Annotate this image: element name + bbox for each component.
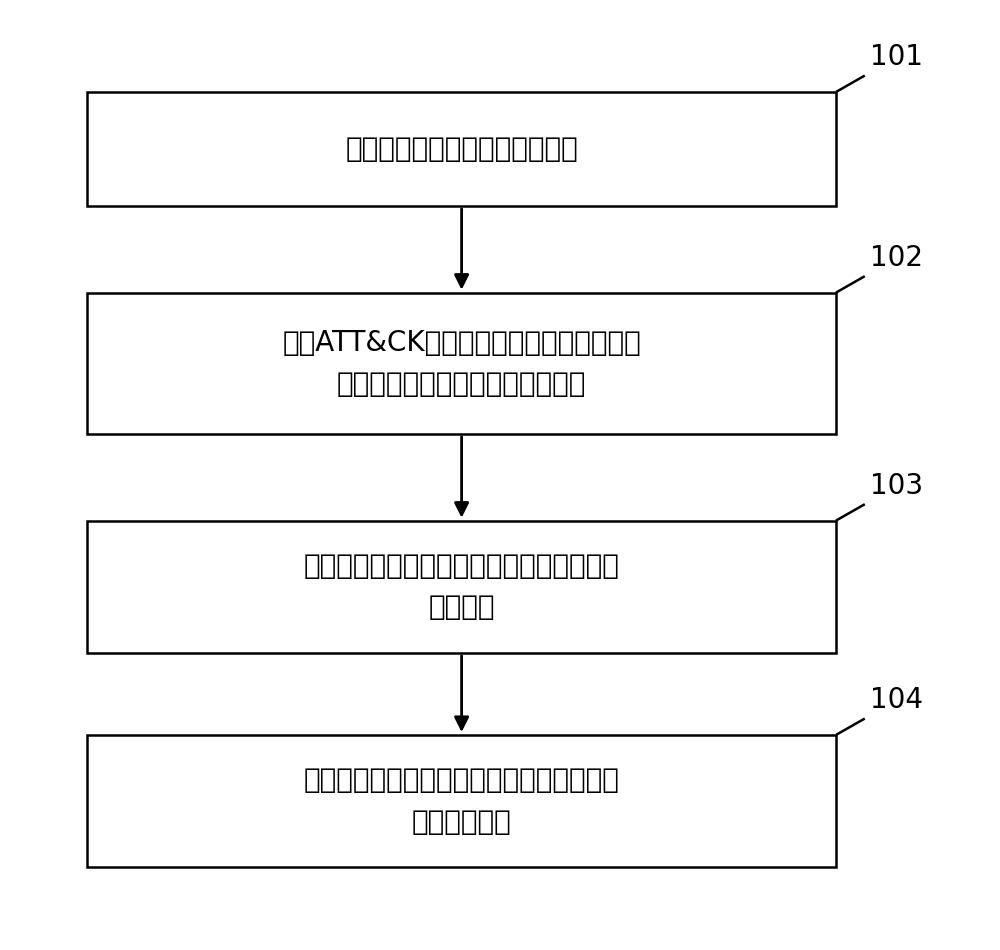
Bar xyxy=(87,92,836,206)
Text: 根据部分可观察马尔可夫决策过程模型计算
得到攻击路径: 根据部分可观察马尔可夫决策过程模型计算 得到攻击路径 xyxy=(304,767,620,836)
Bar xyxy=(87,293,836,434)
Text: 获取目标系统上的安全事件数据: 获取目标系统上的安全事件数据 xyxy=(345,135,578,163)
Text: 102: 102 xyxy=(870,243,923,272)
Text: 根据ATT&CK框架将安全事件数据进行抽象
映射，并得到目标系统的状态信息: 根据ATT&CK框架将安全事件数据进行抽象 映射，并得到目标系统的状态信息 xyxy=(282,329,641,398)
Bar xyxy=(87,735,836,867)
Text: 104: 104 xyxy=(870,686,923,714)
Text: 根据状态信息构建部分可观察马尔可夫决策
过程模型: 根据状态信息构建部分可观察马尔可夫决策 过程模型 xyxy=(304,552,620,621)
Text: 101: 101 xyxy=(870,43,923,71)
Bar xyxy=(87,521,836,653)
Text: 103: 103 xyxy=(870,471,923,500)
